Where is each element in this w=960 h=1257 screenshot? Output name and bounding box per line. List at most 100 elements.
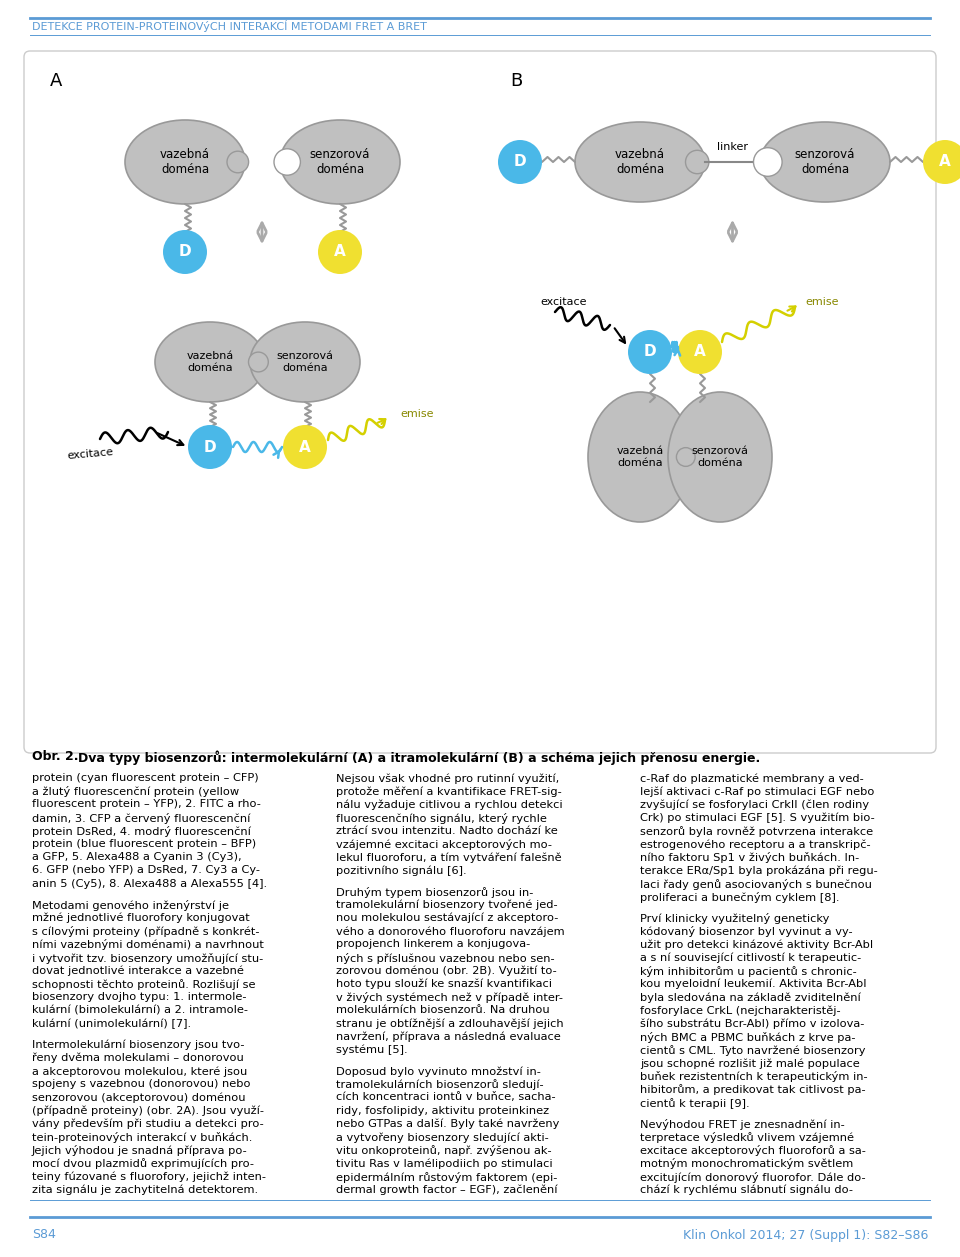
Text: ztrácí svou intenzitu. Nadto dochází ke: ztrácí svou intenzitu. Nadto dochází ke <box>336 826 558 836</box>
Text: D: D <box>204 440 216 455</box>
Text: Nejsou však vhodné pro rutinní využití,: Nejsou však vhodné pro rutinní využití, <box>336 773 560 783</box>
Text: excitace akceptorových fluoroforů a sa-: excitace akceptorových fluoroforů a sa- <box>640 1145 866 1156</box>
Text: B: B <box>510 72 522 91</box>
Text: S84: S84 <box>32 1228 56 1242</box>
Text: tivitu Ras v lamélipodiich po stimulaci: tivitu Ras v lamélipodiich po stimulaci <box>336 1159 553 1169</box>
Circle shape <box>685 151 708 173</box>
Text: s cílovými proteiny (případně s konkrét-: s cílovými proteiny (případně s konkrét- <box>32 926 259 938</box>
Text: kým inhibitorům u pacientů s chronic-: kým inhibitorům u pacientů s chronic- <box>640 965 856 977</box>
Text: stranu je obtížnější a zdlouhavější jejich: stranu je obtížnější a zdlouhavější jeji… <box>336 1018 564 1029</box>
Text: chází k rychlému slábnutí signálu do-: chází k rychlému slábnutí signálu do- <box>640 1185 853 1195</box>
Text: senzorová
doména: senzorová doména <box>691 446 749 468</box>
Text: senzorovou (akceptorovou) doménou: senzorovou (akceptorovou) doménou <box>32 1092 246 1102</box>
Text: spojeny s vazebnou (donorovou) nebo: spojeny s vazebnou (donorovou) nebo <box>32 1080 251 1090</box>
Text: kulární (bimolekulární) a 2. intramole-: kulární (bimolekulární) a 2. intramole- <box>32 1006 248 1016</box>
Text: proliferaci a bunečným cyklem [8].: proliferaci a bunečným cyklem [8]. <box>640 891 839 903</box>
Text: D: D <box>514 155 526 170</box>
Text: senzorů byla rovněž potvrzena interakce: senzorů byla rovněž potvrzena interakce <box>640 826 874 837</box>
Text: (případně proteiny) (obr. 2A). Jsou využí-: (případně proteiny) (obr. 2A). Jsou využ… <box>32 1106 264 1116</box>
Text: Intermolekulární biosenzory jsou tvo-: Intermolekulární biosenzory jsou tvo- <box>32 1040 245 1050</box>
Text: mocí dvou plazmidů exprimujících pro-: mocí dvou plazmidů exprimujících pro- <box>32 1159 254 1169</box>
Text: ními vazebnými doménami) a navrhnout: ními vazebnými doménami) a navrhnout <box>32 939 264 950</box>
Text: 6. GFP (nebo YFP) a DsRed, 7. Cy3 a Cy-: 6. GFP (nebo YFP) a DsRed, 7. Cy3 a Cy- <box>32 865 260 875</box>
Text: senzorová
doména: senzorová doména <box>310 148 371 176</box>
Text: užit pro detekci kinázové aktivity Bcr-Abl: užit pro detekci kinázové aktivity Bcr-A… <box>640 939 874 950</box>
Ellipse shape <box>155 322 265 402</box>
Text: schopnosti těchto proteinů. Rozlišují se: schopnosti těchto proteinů. Rozlišují se <box>32 979 255 989</box>
Text: šího substrátu Bcr-Abl) přímo v izolova-: šího substrátu Bcr-Abl) přímo v izolova- <box>640 1018 864 1029</box>
Text: anin 5 (Cy5), 8. Alexa488 a Alexa555 [4].: anin 5 (Cy5), 8. Alexa488 a Alexa555 [4]… <box>32 879 267 889</box>
Text: zorovou doménou (obr. 2B). Využití to-: zorovou doménou (obr. 2B). Využití to- <box>336 965 557 977</box>
Text: excitace: excitace <box>66 447 113 461</box>
Text: cích koncentraci iontů v buňce, sacha-: cích koncentraci iontů v buňce, sacha- <box>336 1092 556 1102</box>
Text: řeny dvěma molekulami – donorovou: řeny dvěma molekulami – donorovou <box>32 1053 244 1063</box>
Text: jsou schopné rozlišit již malé populace: jsou schopné rozlišit již malé populace <box>640 1058 860 1068</box>
Circle shape <box>283 425 327 469</box>
Text: damin, 3. CFP a červený fluorescenční: damin, 3. CFP a červený fluorescenční <box>32 812 251 823</box>
Text: A: A <box>694 344 706 360</box>
Text: Klin Onkol 2014; 27 (Suppl 1): S82–S86: Klin Onkol 2014; 27 (Suppl 1): S82–S86 <box>683 1228 928 1242</box>
Text: protein DsRed, 4. modrý fluorescenční: protein DsRed, 4. modrý fluorescenční <box>32 826 251 837</box>
Text: A: A <box>939 155 950 170</box>
Text: propojench linkerem a konjugova-: propojench linkerem a konjugova- <box>336 939 530 949</box>
Text: Nevýhodou FRET je znesnadnění in-: Nevýhodou FRET je znesnadnění in- <box>640 1119 845 1130</box>
Text: v živých systémech než v případě inter-: v živých systémech než v případě inter- <box>336 992 563 1003</box>
Text: epidermálním růstovým faktorem (epi-: epidermálním růstovým faktorem (epi- <box>336 1172 558 1183</box>
Text: vány především při studiu a detekci pro-: vány především při studiu a detekci pro- <box>32 1119 264 1129</box>
Text: vazebná
doména: vazebná doména <box>616 446 663 468</box>
Text: mžné jednotlivé fluorofory konjugovat: mžné jednotlivé fluorofory konjugovat <box>32 913 250 924</box>
Text: emise: emise <box>400 409 434 419</box>
Circle shape <box>923 140 960 184</box>
Text: protein (blue fluorescent protein – BFP): protein (blue fluorescent protein – BFP) <box>32 838 256 848</box>
Text: Crk) po stimulaci EGF [5]. S využitím bio-: Crk) po stimulaci EGF [5]. S využitím bi… <box>640 812 875 823</box>
Text: buňek rezistentních k terapeutickým in-: buňek rezistentních k terapeutickým in- <box>640 1071 868 1082</box>
Text: kódovaný biosenzor byl vyvinut a vy-: kódovaný biosenzor byl vyvinut a vy- <box>640 926 852 938</box>
Text: kulární (unimolekulární) [7].: kulární (unimolekulární) [7]. <box>32 1018 191 1029</box>
Text: i vytvořit tzv. biosenzory umožňující stu-: i vytvořit tzv. biosenzory umožňující st… <box>32 953 263 964</box>
Text: lejší aktivaci c-Raf po stimulaci EGF nebo: lejší aktivaci c-Raf po stimulaci EGF ne… <box>640 786 875 797</box>
Text: ných BMC a PBMC buňkách z krve pa-: ných BMC a PBMC buňkách z krve pa- <box>640 1032 855 1043</box>
Text: tein-proteinových interakcí v buňkách.: tein-proteinových interakcí v buňkách. <box>32 1133 252 1143</box>
Text: A: A <box>50 72 62 91</box>
Circle shape <box>318 230 362 274</box>
Text: excitujícím donorový fluorofor. Dále do-: excitujícím donorový fluorofor. Dále do- <box>640 1172 866 1183</box>
Text: byla sledována na základě zviditelnění: byla sledována na základě zviditelnění <box>640 992 861 1003</box>
Text: fluorescenčního signálu, který rychle: fluorescenčního signálu, který rychle <box>336 812 547 823</box>
Text: fosforylace CrkL (nejcharakteristěj-: fosforylace CrkL (nejcharakteristěj- <box>640 1006 841 1016</box>
Text: a s ní související citlivostí k terapeutic-: a s ní související citlivostí k terapeut… <box>640 953 861 963</box>
Text: ných s příslušnou vazebnou nebo sen-: ných s příslušnou vazebnou nebo sen- <box>336 953 555 964</box>
Circle shape <box>227 151 249 172</box>
Text: zita signálu je zachytitelná detektorem.: zita signálu je zachytitelná detektorem. <box>32 1185 258 1195</box>
Text: vzájemné excitaci akceptorových mo-: vzájemné excitaci akceptorových mo- <box>336 838 552 850</box>
Ellipse shape <box>575 122 705 202</box>
Circle shape <box>188 425 232 469</box>
Text: vazebná
doména: vazebná doména <box>186 351 233 373</box>
Ellipse shape <box>250 322 360 402</box>
Text: ridy, fosfolipidy, aktivitu proteinkinez: ridy, fosfolipidy, aktivitu proteinkinez <box>336 1106 549 1116</box>
FancyBboxPatch shape <box>24 52 936 753</box>
Text: terakce ERα/Sp1 byla prokázána při regu-: terakce ERα/Sp1 byla prokázána při regu- <box>640 865 877 876</box>
Text: nálu vyžaduje citlivou a rychlou detekci: nálu vyžaduje citlivou a rychlou detekci <box>336 799 563 810</box>
Text: Druhým typem biosenzorů jsou in-: Druhým typem biosenzorů jsou in- <box>336 886 534 897</box>
Text: fluorescent protein – YFP), 2. FITC a rho-: fluorescent protein – YFP), 2. FITC a rh… <box>32 799 261 810</box>
Circle shape <box>249 352 268 372</box>
Text: pozitivního signálu [6].: pozitivního signálu [6]. <box>336 865 467 876</box>
Text: A: A <box>300 440 311 455</box>
Circle shape <box>678 331 722 375</box>
Text: kou myeloidní leukemií. Aktivita Bcr-Abl: kou myeloidní leukemií. Aktivita Bcr-Abl <box>640 979 867 989</box>
Text: Doposud bylo vyvinuto množství in-: Doposud bylo vyvinuto množství in- <box>336 1066 540 1076</box>
Circle shape <box>163 230 207 274</box>
Circle shape <box>677 447 695 466</box>
Text: Dva typy biosenzorů: intermolekulární (A) a itramolekulární (B) a schéma jejich : Dva typy biosenzorů: intermolekulární (A… <box>78 750 760 764</box>
Text: tramolekulárních biosenzorů sledují-: tramolekulárních biosenzorů sledují- <box>336 1080 543 1090</box>
Text: excitace: excitace <box>540 297 587 307</box>
Text: D: D <box>644 344 657 360</box>
Text: A: A <box>334 245 346 259</box>
Text: terpretace výsledků vlivem vzájemné: terpretace výsledků vlivem vzájemné <box>640 1133 854 1143</box>
Text: hoto typu slouží ke snazší kvantifikaci: hoto typu slouží ke snazší kvantifikaci <box>336 979 552 989</box>
Ellipse shape <box>125 119 245 204</box>
Circle shape <box>274 148 300 175</box>
Text: dermal growth factor – EGF), začlenění: dermal growth factor – EGF), začlenění <box>336 1185 558 1195</box>
Text: systému [5].: systému [5]. <box>336 1045 408 1056</box>
Ellipse shape <box>588 392 692 522</box>
